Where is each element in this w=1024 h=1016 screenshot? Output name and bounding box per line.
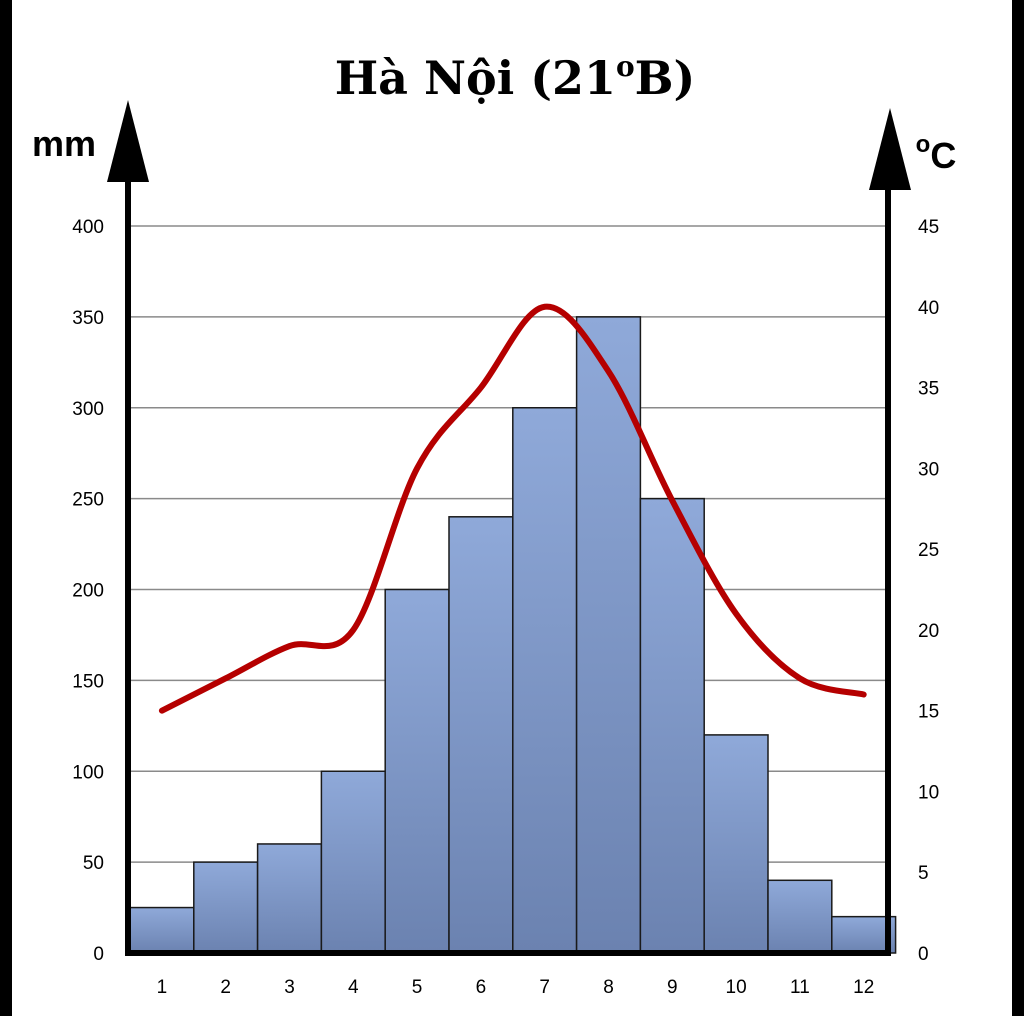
- rainfall-bar-month-2: [193, 861, 259, 954]
- right-tick-label: 5: [918, 863, 929, 884]
- left-tick-label: 0: [93, 944, 104, 965]
- x-tick-label: 4: [348, 977, 359, 998]
- left-tick-label: 100: [72, 762, 104, 783]
- rainfall-bars: [129, 316, 897, 954]
- right-tick-label: 10: [918, 782, 939, 803]
- x-tick-label: 6: [476, 977, 487, 998]
- right-tick-label: 40: [918, 298, 939, 319]
- right-tick-label: 25: [918, 540, 939, 561]
- rainfall-bar-month-4: [320, 770, 386, 954]
- left-tick-label: 200: [72, 581, 104, 602]
- x-tick-label: 3: [284, 977, 295, 998]
- rainfall-bar-month-8: [575, 316, 642, 954]
- right-tick-label: 20: [918, 621, 939, 642]
- axes: [107, 100, 911, 956]
- rainfall-bar-month-11: [767, 879, 833, 954]
- x-tick-label: 2: [220, 977, 231, 998]
- x-tick-label: 9: [667, 977, 678, 998]
- right-tick-label: 0: [918, 944, 929, 965]
- left-axis-unit: mm: [32, 123, 96, 164]
- temperature-line: [158, 303, 867, 714]
- right-axis-arrow-icon: [869, 108, 911, 190]
- right-axis-unit: oC: [916, 131, 957, 176]
- rainfall-bar-month-10: [703, 734, 769, 954]
- x-tick-label: 11: [790, 977, 810, 998]
- left-tick-label: 300: [72, 399, 104, 420]
- x-tick-label: 7: [539, 977, 550, 998]
- left-tick-label: 400: [72, 217, 104, 238]
- temperature-line-layer: [158, 303, 867, 714]
- x-tick-label: 10: [726, 977, 747, 998]
- right-tick-label: 45: [918, 217, 939, 238]
- rainfall-bar-month-3: [256, 843, 323, 954]
- left-tick-label: 50: [83, 853, 104, 874]
- left-axis-arrow-icon: [107, 100, 149, 182]
- right-tick-label: 30: [918, 459, 939, 480]
- tick-labels: 0501001502002503003504000510152025303540…: [72, 217, 939, 998]
- rainfall-bar-month-9: [639, 497, 705, 954]
- x-tick-label: 8: [603, 977, 614, 998]
- rainfall-bar-month-7: [512, 407, 578, 954]
- left-tick-label: 350: [72, 308, 104, 329]
- rainfall-bar-month-12: [831, 915, 897, 954]
- x-tick-label: 5: [412, 977, 423, 998]
- left-tick-label: 250: [72, 490, 104, 511]
- x-tick-label: 1: [157, 977, 168, 998]
- rainfall-bar-month-6: [448, 516, 514, 954]
- right-tick-label: 15: [918, 702, 939, 723]
- x-tick-label: 12: [853, 977, 874, 998]
- rainfall-bar-month-5: [384, 588, 450, 954]
- right-tick-label: 35: [918, 379, 939, 400]
- rainfall-bar-month-1: [129, 906, 195, 954]
- chart-title: Hà Nội (21oB): [335, 50, 696, 105]
- left-tick-label: 150: [72, 671, 104, 692]
